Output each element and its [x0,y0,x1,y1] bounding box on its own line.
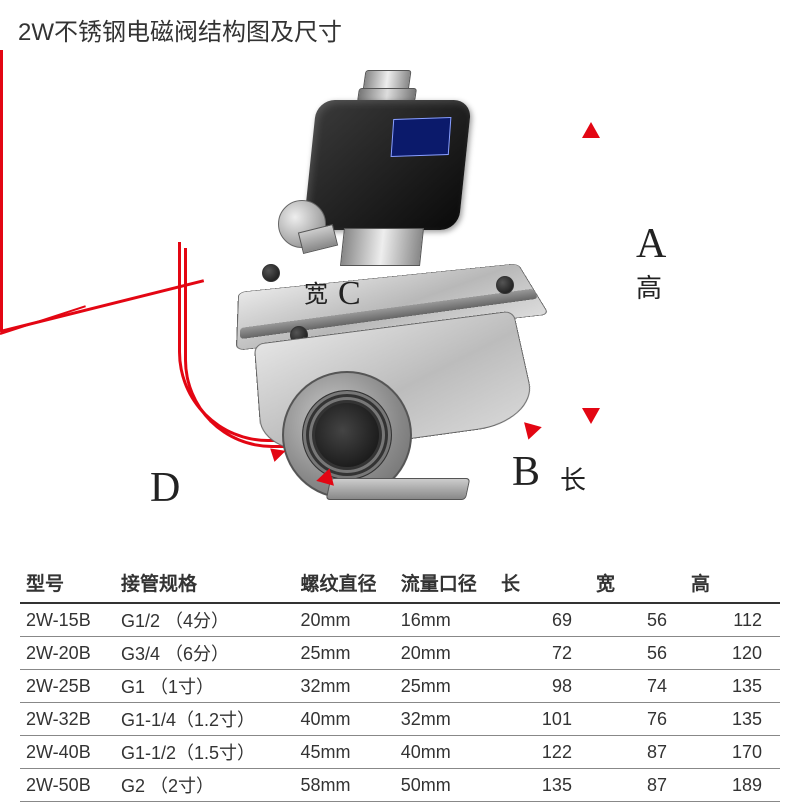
table-row: 2W-40BG1-1/2（1.5寸）45mm40mm12287170 [20,736,780,769]
cell-flow: 25mm [395,670,495,703]
cell-width: 76 [590,703,685,736]
cell-flow: 40mm [395,736,495,769]
cell-pipe: G1/2 （4分） [115,603,294,637]
table-row: 2W-25BG1 （1寸）32mm25mm9874135 [20,670,780,703]
cell-length: 101 [495,703,590,736]
valve-diagram: A 高 B 长 宽 C D [0,50,800,520]
cell-height: 189 [685,769,780,802]
dimension-c-letter: C [338,275,361,313]
table-header-row: 型号 接管规格 螺纹直径 流量口径 长 宽 高 [20,565,780,603]
page-title: 2W不锈钢电磁阀结构图及尺寸 [18,12,342,47]
arrow-down-icon [582,408,600,424]
dimension-b-letter: B [512,448,540,496]
col-width: 宽 [590,565,685,603]
col-model: 型号 [20,565,115,603]
cell-model: 2W-25B [20,670,115,703]
coil-nameplate [391,117,452,157]
cell-thread: 58mm [294,769,394,802]
cell-thread: 20mm [294,603,394,637]
table-row: 2W-20BG3/4 （6分）25mm20mm7256120 [20,637,780,670]
cell-thread: 45mm [294,736,394,769]
dimension-d-line [0,305,86,335]
cell-model: 2W-20B [20,637,115,670]
dimension-a-line [0,50,3,330]
flange-bolt [262,264,280,282]
cell-width: 56 [590,637,685,670]
dimension-b-name: 长 [560,460,586,497]
flange-bolt [496,276,514,294]
cell-length: 98 [495,670,590,703]
cell-flow: 32mm [395,703,495,736]
cell-height: 120 [685,637,780,670]
cell-width: 87 [590,769,685,802]
cell-model: 2W-32B [20,703,115,736]
table-row: 2W-32BG1-1/4（1.2寸）40mm32mm10176135 [20,703,780,736]
table-row: 2W-15BG1/2 （4分）20mm16mm6956112 [20,603,780,637]
col-height: 高 [685,565,780,603]
cell-model: 2W-15B [20,603,115,637]
cell-pipe: G3/4 （6分） [115,637,294,670]
cell-height: 135 [685,670,780,703]
cell-flow: 50mm [395,769,495,802]
col-flow: 流量口径 [395,565,495,603]
cell-flow: 20mm [395,637,495,670]
cell-width: 74 [590,670,685,703]
cell-length: 122 [495,736,590,769]
cell-thread: 25mm [294,637,394,670]
cell-height: 135 [685,703,780,736]
cell-pipe: G1-1/2（1.5寸） [115,736,294,769]
table-row: 2W-50BG2 （2寸）58mm50mm13587189 [20,769,780,802]
cell-flow: 16mm [395,603,495,637]
cell-height: 112 [685,603,780,637]
cell-pipe: G2 （2寸） [115,769,294,802]
col-pipe: 接管规格 [115,565,294,603]
cell-pipe: G1-1/4（1.2寸） [115,703,294,736]
cell-width: 56 [590,603,685,637]
dimension-d-letter: D [150,464,180,512]
arrow-up-icon [582,122,600,138]
cell-length: 69 [495,603,590,637]
cell-model: 2W-40B [20,736,115,769]
cell-model: 2W-50B [20,769,115,802]
cell-thread: 32mm [294,670,394,703]
threaded-port [302,390,392,480]
cell-thread: 40mm [294,703,394,736]
dimension-a-name: 高 [636,268,662,305]
col-thread: 螺纹直径 [294,565,394,603]
cell-width: 87 [590,736,685,769]
arrow-right-icon [524,418,544,439]
spec-table: 型号 接管规格 螺纹直径 流量口径 长 宽 高 2W-15BG1/2 （4分）2… [20,565,780,802]
dimension-c-name: 宽 [304,274,328,309]
dimension-a-letter: A [636,220,666,268]
cell-length: 72 [495,637,590,670]
coil-stem [340,228,424,266]
col-length: 长 [495,565,590,603]
cell-length: 135 [495,769,590,802]
cell-height: 170 [685,736,780,769]
valve-foot [326,478,471,500]
cell-pipe: G1 （1寸） [115,670,294,703]
